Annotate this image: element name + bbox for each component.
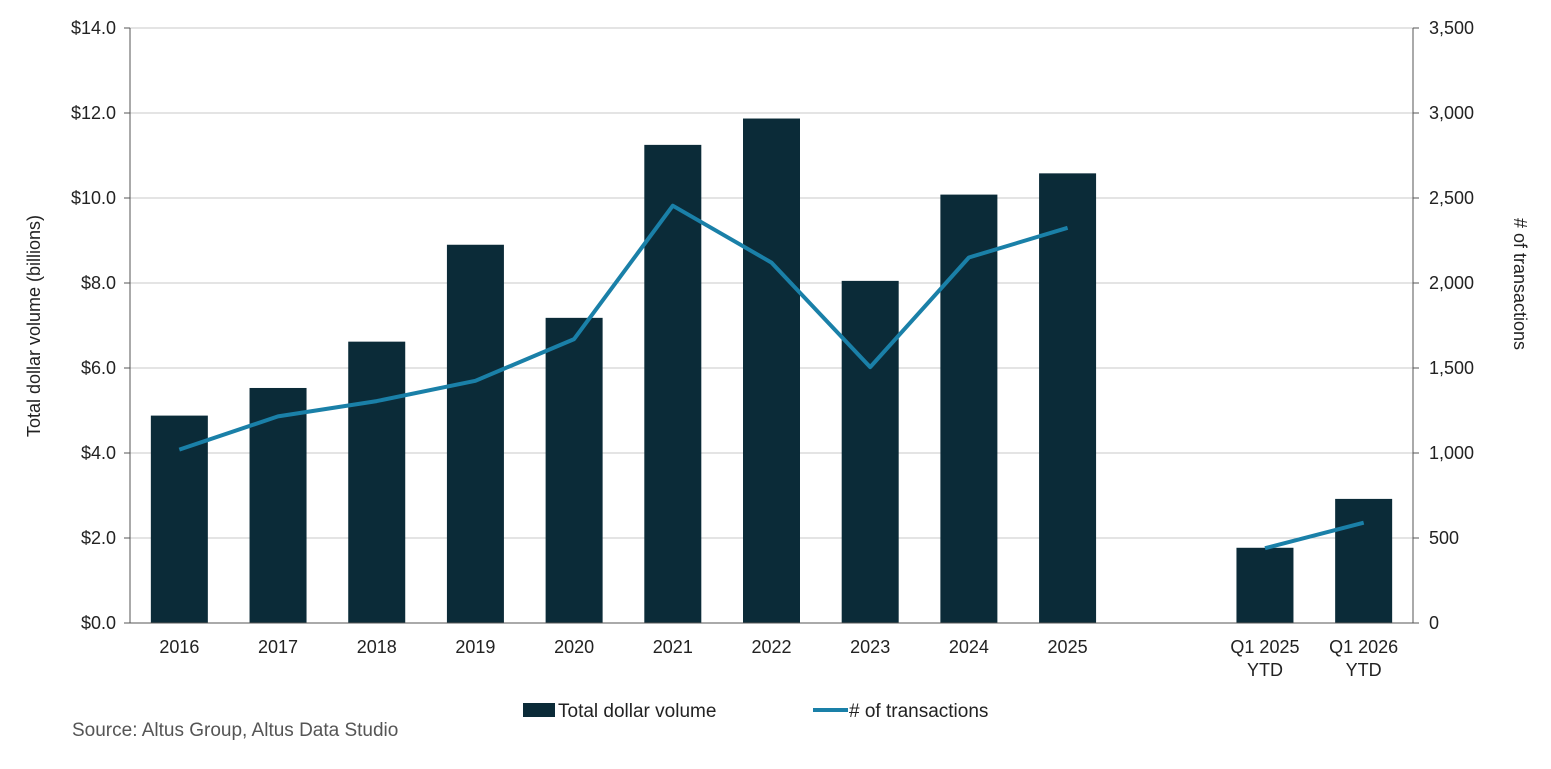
y-axis-left-tick-label: $12.0: [71, 103, 116, 123]
x-axis-tick-label: 2024: [949, 637, 989, 657]
y-axis-left-tick-label: $14.0: [71, 18, 116, 38]
bar: [743, 118, 800, 624]
y-axis-left-title: Total dollar volume (billions): [24, 215, 44, 437]
axes: [124, 27, 1419, 624]
bar: [446, 244, 504, 623]
legend-label-bar: Total dollar volume: [558, 701, 716, 722]
bar: [1335, 498, 1393, 623]
y-axis-right-title: # of transactions: [1510, 218, 1530, 350]
bar: [348, 341, 406, 623]
x-axis-ticks: 2016 2017 2018 2019 2020 2021 2022 2023 2024 2025…: [159, 637, 1398, 680]
x-axis-tick-label: 2019: [455, 637, 495, 657]
bar: [940, 194, 998, 623]
series-line: [178, 203, 1069, 452]
x-axis-tick-label: 2016: [159, 637, 199, 657]
bar: [545, 317, 603, 623]
y-axis-left-tick-label: $4.0: [81, 443, 116, 463]
bar: [841, 280, 899, 623]
y-axis-right-tick-label: 500: [1429, 528, 1459, 548]
y-axis-right-tick-label: 2,000: [1429, 273, 1474, 293]
x-axis-tick-label: 2022: [751, 637, 791, 657]
bar: [1236, 547, 1294, 623]
series-line: [1264, 520, 1365, 551]
legend-label-line: # of transactions: [849, 701, 988, 722]
legend-swatch-bar: [523, 703, 555, 717]
y-axis-right-tick-label: 3,500: [1429, 18, 1474, 38]
x-axis-tick-label: 2023: [850, 637, 890, 657]
line-series: [178, 203, 1365, 551]
x-axis-tick-label: Q1 2026 YTD: [1329, 637, 1398, 680]
y-axis-right-tick-label: 1,500: [1429, 358, 1474, 378]
x-axis-tick-label: 2020: [554, 637, 594, 657]
x-axis-tick-label: 2017: [258, 637, 298, 657]
x-axis-tick-label: 2021: [653, 637, 693, 657]
bar: [1039, 173, 1097, 623]
y-axis-right-ticks: 0 500 1,000 1,500 2,000 2,500 3,000 3,500: [1429, 18, 1474, 633]
y-axis-left-tick-label: $10.0: [71, 188, 116, 208]
y-axis-left-tick-label: $2.0: [81, 528, 116, 548]
x-axis-tick-label: 2025: [1048, 637, 1088, 657]
y-axis-right-tick-label: 0: [1429, 613, 1439, 633]
bar: [249, 387, 307, 623]
y-axis-right-tick-label: 3,000: [1429, 103, 1474, 123]
y-axis-left-tick-label: $8.0: [81, 273, 116, 293]
y-axis-left-tick-label: $0.0: [81, 613, 116, 633]
y-axis-left-tick-label: $6.0: [81, 358, 116, 378]
x-axis-tick-label: Q1 2025 YTD: [1230, 637, 1299, 680]
bar-series: [150, 118, 1393, 624]
y-axis-left-ticks: $0.0 $2.0 $4.0 $6.0 $8.0 $10.0 $12.0 $14.0: [71, 18, 116, 633]
legend: Total dollar volume # of transactions: [523, 701, 988, 722]
y-axis-right-tick-label: 1,000: [1429, 443, 1474, 463]
source-note: Source: Altus Group, Altus Data Studio: [72, 720, 398, 741]
bar: [150, 415, 208, 623]
y-axis-right-tick-label: 2,500: [1429, 188, 1474, 208]
x-axis-tick-label: 2018: [357, 637, 397, 657]
bar: [644, 144, 702, 623]
